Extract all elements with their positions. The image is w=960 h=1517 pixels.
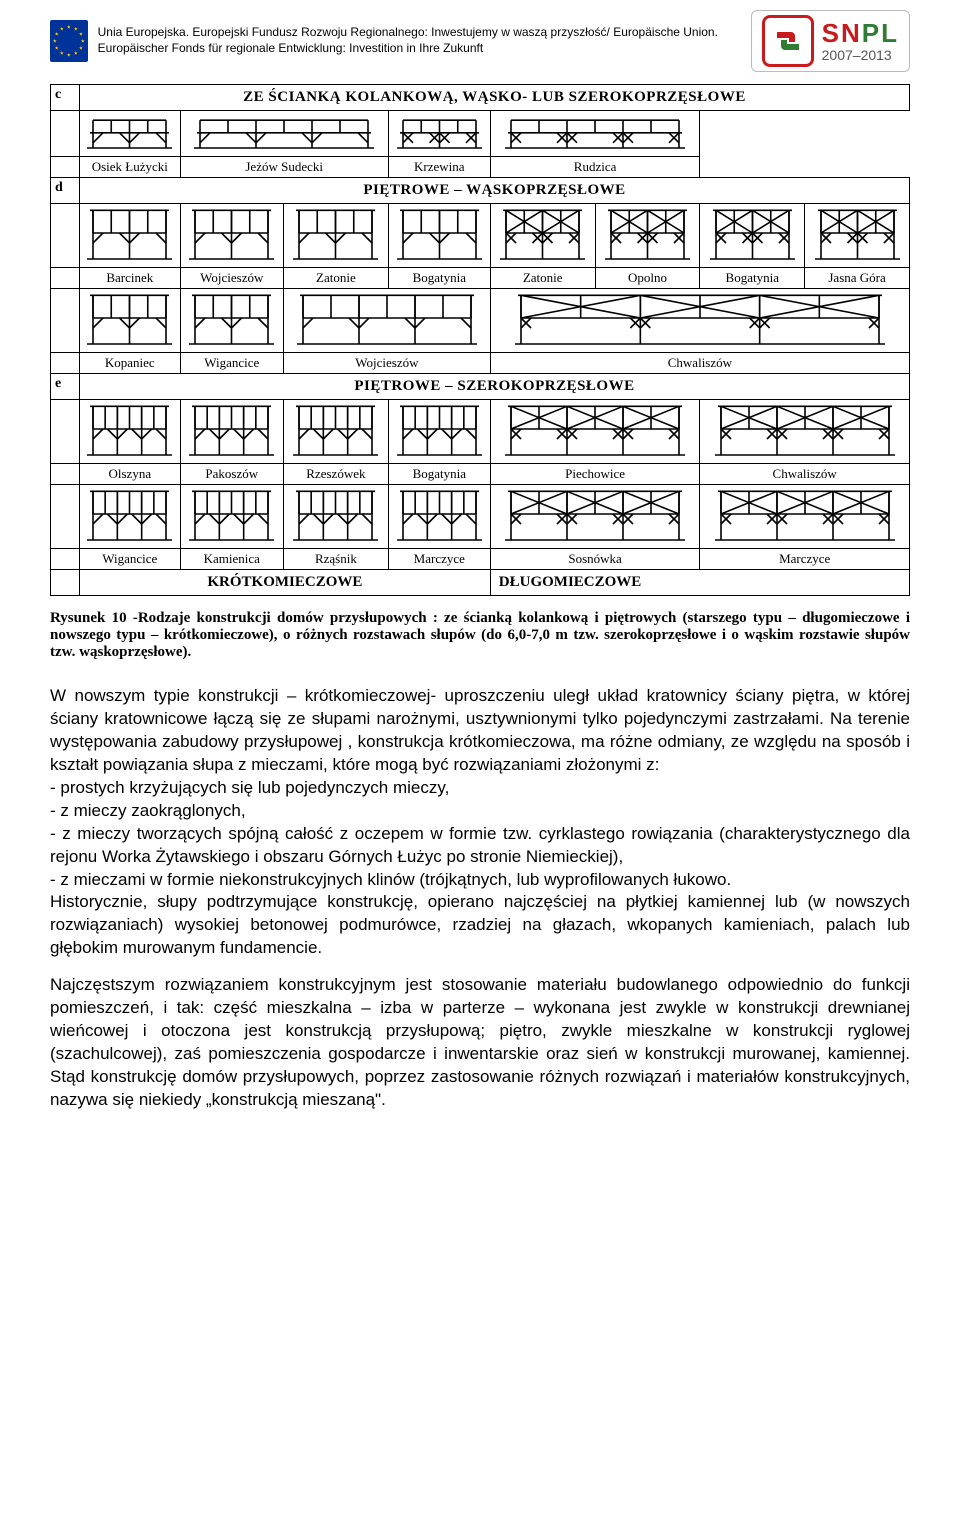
building-diagram [180,111,388,157]
building-diagram [595,204,700,268]
building-label: Wojcieszów [283,353,490,374]
building-label: Olszyna [80,464,181,485]
building-label: Opolno [595,268,700,289]
building-label: Rzeszówek [283,464,388,485]
building-label: Kamienica [180,549,283,570]
construction-types-table: cZE ŚCIANKĄ KOLANKOWĄ, WĄSKO- LUB SZEROK… [50,84,910,596]
section-title: PIĘTROWE – SZEROKOPRZĘSŁOWE [80,374,910,400]
building-label: Rząśnik [283,549,388,570]
footer-right: DŁUGOMIECZOWE [490,570,909,596]
section-tag: e [51,374,80,400]
building-diagram [283,204,388,268]
building-diagram [700,400,910,464]
building-diagram [283,289,490,353]
building-label: Pakoszów [180,464,283,485]
building-diagram [490,289,909,353]
bullet-3: - z mieczy tworzących spójną całość z oc… [50,824,910,866]
section-tag: c [51,85,80,111]
building-label: Marczyce [388,549,490,570]
building-label: Chwaliszów [490,353,909,374]
building-diagram [283,485,388,549]
bullet-4: - z mieczami w formie niekonstrukcyjnych… [50,870,731,889]
building-label: Piechowice [490,464,700,485]
paragraph-1: W nowszym typie konstrukcji – krótkomiec… [50,685,910,960]
building-label: Barcinek [80,268,181,289]
section-title: ZE ŚCIANKĄ KOLANKOWĄ, WĄSKO- LUB SZEROKO… [80,85,910,111]
building-diagram [80,289,181,353]
building-diagram [388,204,490,268]
footer-left: KRÓTKOMIECZOWE [80,570,491,596]
bullet-2: - z mieczy zaokrąglonych, [50,801,246,820]
building-diagram [700,204,805,268]
building-diagram [490,400,700,464]
building-diagram [388,485,490,549]
building-label: Rudzica [490,157,700,178]
building-diagram [180,400,283,464]
building-diagram [180,204,283,268]
snpl-years: 2007–2013 [822,48,899,62]
paragraph-3: Najczęstszym rozwiązaniem konstrukcyjnym… [50,974,910,1112]
building-diagram [388,400,490,464]
building-diagram [490,485,700,549]
section-title: PIĘTROWE – WĄSKOPRZĘSŁOWE [80,178,910,204]
building-diagram [80,204,181,268]
snpl-title: SNPL [822,20,899,46]
eu-funding-text: Unia Europejska. Europejski Fundusz Rozw… [98,25,731,56]
body-text: W nowszym typie konstrukcji – krótkomiec… [50,685,910,1112]
building-diagram [490,111,700,157]
building-label: Jeżów Sudecki [180,157,388,178]
building-label: Osiek Łużycki [80,157,181,178]
building-diagram [80,485,181,549]
eu-flag-icon [50,20,88,62]
building-label: Marczyce [700,549,910,570]
building-diagram [80,111,181,157]
building-diagram [283,400,388,464]
snpl-badge: SNPL 2007–2013 [751,10,910,72]
building-diagram [388,111,490,157]
building-label: Wigancice [80,549,181,570]
building-diagram [805,204,910,268]
building-label: Wojcieszów [180,268,283,289]
building-label: Bogatynia [700,268,805,289]
building-label: Bogatynia [388,268,490,289]
snpl-icon [762,15,814,67]
building-label: Krzewina [388,157,490,178]
building-diagram [80,400,181,464]
figure-caption: Rysunek 10 -Rodzaje konstrukcji domów pr… [50,610,910,661]
building-diagram [700,485,910,549]
building-label: Jasna Góra [805,268,910,289]
building-label: Zatonie [490,268,595,289]
building-label: Wigancice [180,353,283,374]
building-label: Kopaniec [80,353,181,374]
building-label: Bogatynia [388,464,490,485]
page-header: Unia Europejska. Europejski Fundusz Rozw… [50,10,910,72]
section-tag: d [51,178,80,204]
building-diagram [180,289,283,353]
p2-text: Historycznie, słupy podtrzymujące konstr… [50,892,910,957]
building-label: Zatonie [283,268,388,289]
building-label: Sosnówka [490,549,700,570]
building-diagram [180,485,283,549]
building-diagram [490,204,595,268]
building-label: Chwaliszów [700,464,910,485]
bullet-1: - prostych krzyżujących się lub pojedync… [50,778,449,797]
p1-text: W nowszym typie konstrukcji – krótkomiec… [50,686,910,774]
